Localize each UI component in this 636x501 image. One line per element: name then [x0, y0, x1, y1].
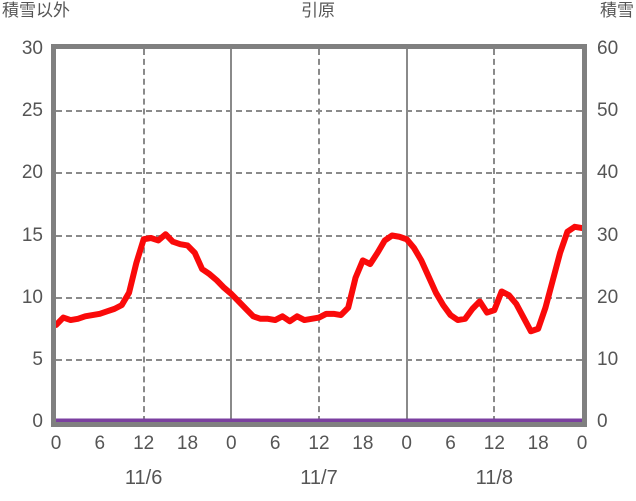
left-axis-title: 積雪以外 [2, 1, 70, 20]
y-axis-left-tick-label: 20 [21, 162, 43, 184]
y-axis-right-tick-label: 50 [597, 100, 619, 122]
x-axis-day-label: 11/6 [124, 467, 163, 489]
x-axis-tick-label: 6 [269, 433, 281, 454]
series-layer [56, 223, 582, 422]
x-axis-tick-label: 0 [401, 433, 412, 454]
y-axis-left-tick-label: 25 [21, 100, 43, 122]
y-axis-left-tick-label: 15 [21, 224, 43, 246]
x-axis-tick-label: 0 [576, 433, 588, 454]
y-axis-left-tick-label: 0 [32, 411, 43, 432]
x-axis-tick-label: 6 [445, 433, 456, 454]
x-axis-day-label: 11/8 [475, 467, 514, 489]
y-axis-left-tick-label: 5 [32, 348, 43, 370]
x-axis-tick-label: 0 [226, 433, 237, 454]
y-axis-left-tick-label: 30 [21, 38, 43, 59]
gridline-vertical-midday [142, 49, 145, 422]
y-axis-right-tick-label: 40 [597, 162, 619, 184]
chart-title: 引原 [301, 1, 335, 20]
gridline-day-boundary [405, 49, 408, 422]
x-axis-day-label: 11/7 [300, 467, 338, 489]
x-axis-tick-label: 18 [176, 433, 199, 454]
y-axis-right-tick-label: 30 [597, 224, 619, 246]
y-axis-right-tick-label: 10 [597, 348, 619, 370]
x-axis-tick-label: 18 [352, 433, 374, 454]
plot-area [51, 44, 587, 427]
x-axis-tick-label: 18 [527, 433, 549, 454]
plot-inner [56, 49, 582, 422]
series-line-other [56, 223, 582, 335]
x-axis-tick-label: 12 [133, 433, 155, 454]
gridline-day-boundary [230, 49, 233, 422]
x-axis-tick-label: 12 [483, 433, 505, 454]
y-axis-left-tick-label: 10 [21, 286, 43, 308]
y-axis-right-tick-label: 20 [597, 286, 619, 308]
gridline-vertical-midday [318, 49, 320, 422]
x-axis-tick-label: 6 [94, 433, 106, 454]
y-axis-right-tick-label: 60 [597, 38, 619, 59]
gridline-vertical-midday [493, 49, 496, 422]
x-axis-tick-label: 0 [50, 433, 62, 454]
y-axis-right-tick-label: 0 [597, 411, 608, 432]
right-axis-title: 積雪 [600, 1, 634, 20]
x-axis-tick-label: 12 [308, 433, 330, 454]
